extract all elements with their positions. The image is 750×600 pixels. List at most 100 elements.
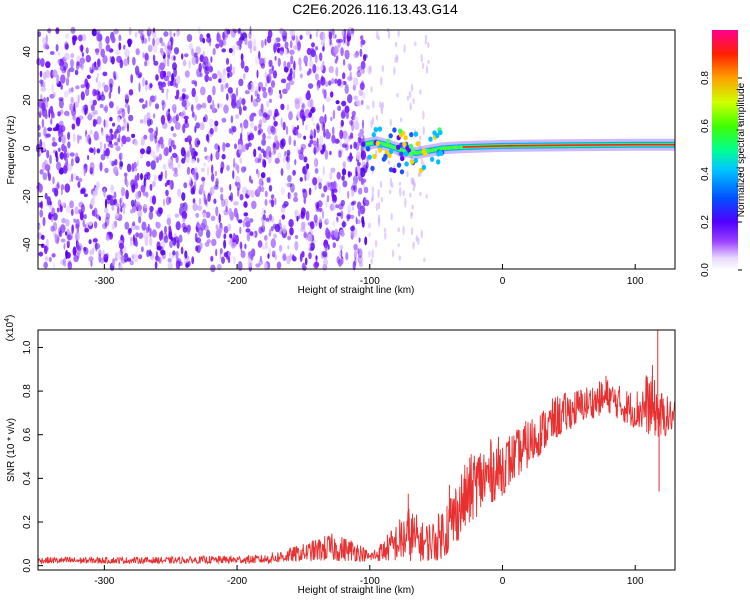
signal-cell [404, 161, 409, 167]
noise-cell [313, 128, 317, 139]
signal-cell [361, 141, 366, 147]
noise-cell [230, 125, 234, 135]
noise-cell [141, 35, 144, 44]
noise-cell [163, 75, 170, 82]
noise-cell [282, 224, 287, 234]
noise-cell [399, 186, 402, 197]
noise-cell [355, 99, 361, 106]
noise-cell [75, 234, 79, 240]
noise-cell [298, 152, 304, 161]
noise-cell [88, 112, 92, 121]
noise-cell [52, 136, 56, 142]
noise-cell [67, 131, 71, 141]
noise-cell [43, 71, 47, 81]
noise-cell [127, 122, 129, 133]
noise-cell [195, 245, 199, 252]
noise-cell [271, 250, 276, 255]
y-tick-label: 40 [22, 46, 33, 58]
noise-cell [140, 185, 146, 193]
noise-cell [271, 65, 274, 71]
noise-cell [324, 113, 327, 124]
noise-cell [247, 134, 251, 142]
noise-cell [338, 203, 344, 210]
noise-cell [377, 214, 381, 223]
noise-cell [90, 69, 94, 74]
noise-cell [146, 160, 151, 167]
noise-cell [191, 80, 196, 85]
noise-cell [49, 200, 52, 206]
noise-cell [45, 238, 49, 248]
y-tick-label: 0.4 [22, 471, 33, 485]
noise-cell [357, 170, 361, 177]
noise-cell [341, 100, 347, 107]
noise-cell [250, 94, 253, 103]
noise-cell [374, 239, 378, 248]
noise-cell [51, 207, 56, 217]
noise-cell [339, 245, 344, 250]
noise-cell [97, 81, 102, 89]
noise-cell [191, 55, 197, 66]
noise-cell [277, 152, 282, 159]
noise-cell [279, 46, 285, 52]
noise-cell [36, 57, 41, 66]
noise-cell [60, 84, 63, 90]
noise-cell [39, 70, 43, 78]
noise-cell [70, 208, 74, 216]
noise-cell [124, 103, 129, 108]
signal-cell [400, 155, 405, 162]
noise-cell [64, 183, 71, 193]
spectrogram-x-ticks: -300 -200 -100 0 100 [94, 264, 644, 287]
noise-cell [338, 252, 341, 257]
noise-cell [282, 88, 288, 95]
signal-cell [383, 153, 388, 159]
noise-cell [215, 224, 219, 230]
noise-cell [173, 167, 178, 174]
noise-cell [314, 168, 319, 174]
noise-cell [309, 108, 313, 117]
noise-cell [262, 132, 266, 141]
noise-cell [98, 40, 103, 50]
noise-cell [342, 72, 346, 80]
noise-cell [110, 56, 115, 65]
noise-cell [309, 135, 314, 140]
noise-cell [270, 226, 274, 232]
noise-cell [184, 70, 190, 78]
noise-cell [221, 256, 225, 264]
noise-cell [90, 197, 95, 206]
noise-cell [140, 148, 145, 155]
noise-cell [301, 221, 306, 229]
noise-cell [134, 65, 140, 76]
noise-cell [51, 253, 56, 258]
signal-cell [428, 136, 433, 142]
noise-cell [151, 229, 157, 238]
noise-cell [83, 247, 89, 255]
noise-cell [258, 178, 264, 187]
noise-cell [282, 155, 286, 163]
noise-cell [167, 80, 171, 87]
noise-cell [63, 145, 68, 155]
noise-cell [299, 65, 302, 72]
noise-cell [103, 84, 109, 93]
noise-cell [145, 191, 149, 198]
noise-cell [39, 169, 44, 175]
noise-cell [302, 188, 306, 193]
noise-cell [262, 219, 265, 229]
noise-cell [115, 49, 120, 56]
noise-cell [245, 228, 251, 233]
noise-cell [257, 158, 262, 164]
noise-cell [315, 66, 320, 72]
noise-cell [422, 110, 425, 120]
noise-cell [103, 253, 109, 263]
noise-cell [240, 124, 244, 134]
noise-cell [394, 41, 398, 48]
noise-cell [355, 151, 362, 160]
noise-cell [332, 181, 338, 191]
noise-cell [154, 261, 158, 269]
noise-cell [62, 61, 68, 70]
noise-cell [52, 176, 55, 185]
noise-cell [195, 222, 201, 231]
noise-cell [231, 45, 236, 50]
noise-cell [142, 52, 145, 59]
noise-cell [142, 77, 145, 87]
noise-cell [78, 34, 83, 42]
